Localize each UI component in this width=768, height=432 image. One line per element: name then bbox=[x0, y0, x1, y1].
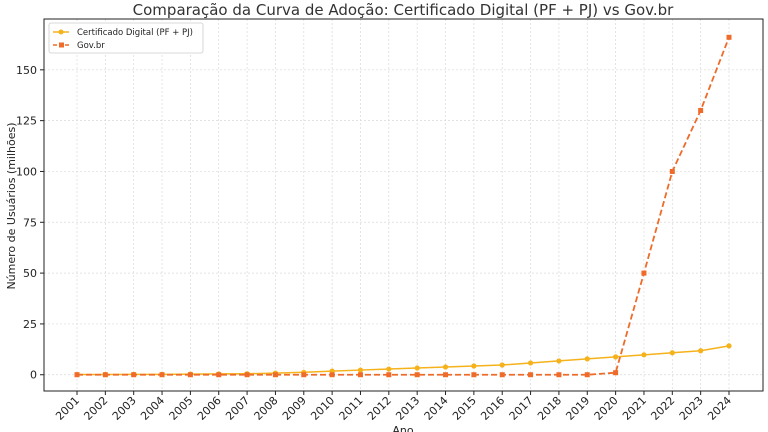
data-point bbox=[528, 372, 534, 378]
y-tick-label: 25 bbox=[23, 318, 37, 331]
data-point bbox=[556, 358, 562, 364]
x-tick-label: 2009 bbox=[280, 394, 309, 423]
data-point bbox=[613, 370, 619, 376]
data-point bbox=[698, 348, 704, 354]
legend-label: Certificado Digital (PF + PJ) bbox=[77, 28, 193, 38]
x-tick-label: 2016 bbox=[478, 394, 507, 423]
data-point bbox=[556, 372, 562, 378]
legend: Certificado Digital (PF + PJ) Gov.br bbox=[48, 22, 204, 54]
legend-label: Gov.br bbox=[77, 41, 105, 51]
x-tick-label: 2011 bbox=[337, 394, 366, 423]
data-point bbox=[641, 270, 647, 276]
series-line-1 bbox=[77, 36, 730, 376]
plot-area-frame bbox=[43, 18, 764, 392]
data-point bbox=[74, 372, 80, 378]
series-layer bbox=[74, 34, 732, 378]
x-tick-label: 2021 bbox=[620, 394, 649, 423]
grid bbox=[44, 19, 763, 391]
data-point bbox=[726, 34, 732, 40]
x-tick-label: 2023 bbox=[677, 394, 706, 423]
x-tick-label: 2002 bbox=[81, 394, 110, 423]
x-tick-label: 2018 bbox=[535, 394, 564, 423]
y-tick-label: 75 bbox=[23, 216, 37, 229]
data-point bbox=[159, 372, 165, 378]
x-tick-label: 2003 bbox=[110, 394, 139, 423]
data-point bbox=[301, 372, 307, 378]
series-line-0 bbox=[77, 345, 730, 376]
data-point bbox=[613, 354, 619, 360]
x-tick-label: 2019 bbox=[563, 394, 592, 423]
y-axis-ticks: 0 25 50 75 100 125 150 bbox=[16, 64, 44, 382]
x-tick-label: 2024 bbox=[705, 394, 734, 423]
data-point bbox=[244, 372, 250, 378]
x-tick-label: 2020 bbox=[592, 394, 621, 423]
x-tick-label: 2004 bbox=[138, 394, 167, 423]
data-point bbox=[357, 372, 363, 378]
data-point bbox=[499, 372, 505, 378]
data-point bbox=[499, 362, 505, 368]
x-tick-label: 2017 bbox=[507, 394, 536, 423]
x-tick-label: 2007 bbox=[223, 394, 252, 423]
data-point bbox=[726, 343, 732, 349]
x-tick-label: 2006 bbox=[195, 394, 224, 423]
x-tick-label: 2012 bbox=[365, 394, 394, 423]
y-axis-label: Número de Usuários (milhões) bbox=[5, 122, 18, 289]
x-tick-label: 2005 bbox=[167, 394, 196, 423]
data-point bbox=[584, 356, 590, 362]
data-point bbox=[187, 372, 193, 378]
x-tick-label: 2008 bbox=[252, 394, 281, 423]
data-point bbox=[414, 365, 420, 371]
legend-marker bbox=[59, 42, 64, 48]
x-tick-label: 2010 bbox=[308, 394, 337, 423]
x-tick-label: 2022 bbox=[648, 394, 677, 423]
data-point bbox=[216, 372, 222, 378]
data-point bbox=[584, 372, 590, 378]
y-tick-label: 50 bbox=[23, 267, 37, 280]
x-tick-label: 2013 bbox=[393, 394, 422, 423]
data-point bbox=[443, 372, 449, 378]
data-point bbox=[641, 352, 647, 358]
data-point bbox=[471, 363, 477, 369]
data-point bbox=[669, 350, 675, 356]
y-tick-label: 100 bbox=[16, 165, 37, 178]
y-tick-label: 125 bbox=[16, 115, 37, 128]
legend-marker bbox=[58, 29, 64, 35]
chart-title: Comparação da Curva de Adoção: Certifica… bbox=[133, 1, 675, 19]
data-point bbox=[471, 372, 477, 378]
data-point bbox=[131, 372, 137, 378]
x-tick-label: 2001 bbox=[53, 394, 82, 423]
data-point bbox=[272, 372, 278, 378]
data-point bbox=[669, 168, 675, 174]
data-point bbox=[698, 107, 704, 113]
data-point bbox=[357, 367, 364, 373]
x-axis-label: Ano bbox=[392, 424, 413, 432]
y-tick-label: 150 bbox=[16, 64, 37, 77]
data-point bbox=[102, 372, 108, 378]
y-tick-label: 0 bbox=[30, 369, 37, 382]
x-axis-ticks: 2001 2002 2003 2004 2005 2006 2007 2008 2009 2010… bbox=[53, 391, 734, 423]
x-tick-label: 2015 bbox=[450, 394, 479, 423]
data-point bbox=[386, 372, 392, 378]
data-point bbox=[442, 364, 449, 370]
x-tick-label: 2014 bbox=[422, 394, 451, 423]
data-point bbox=[386, 366, 392, 372]
data-point bbox=[527, 360, 534, 366]
data-point bbox=[414, 372, 420, 378]
data-point bbox=[329, 372, 335, 378]
legend-box bbox=[48, 22, 204, 54]
